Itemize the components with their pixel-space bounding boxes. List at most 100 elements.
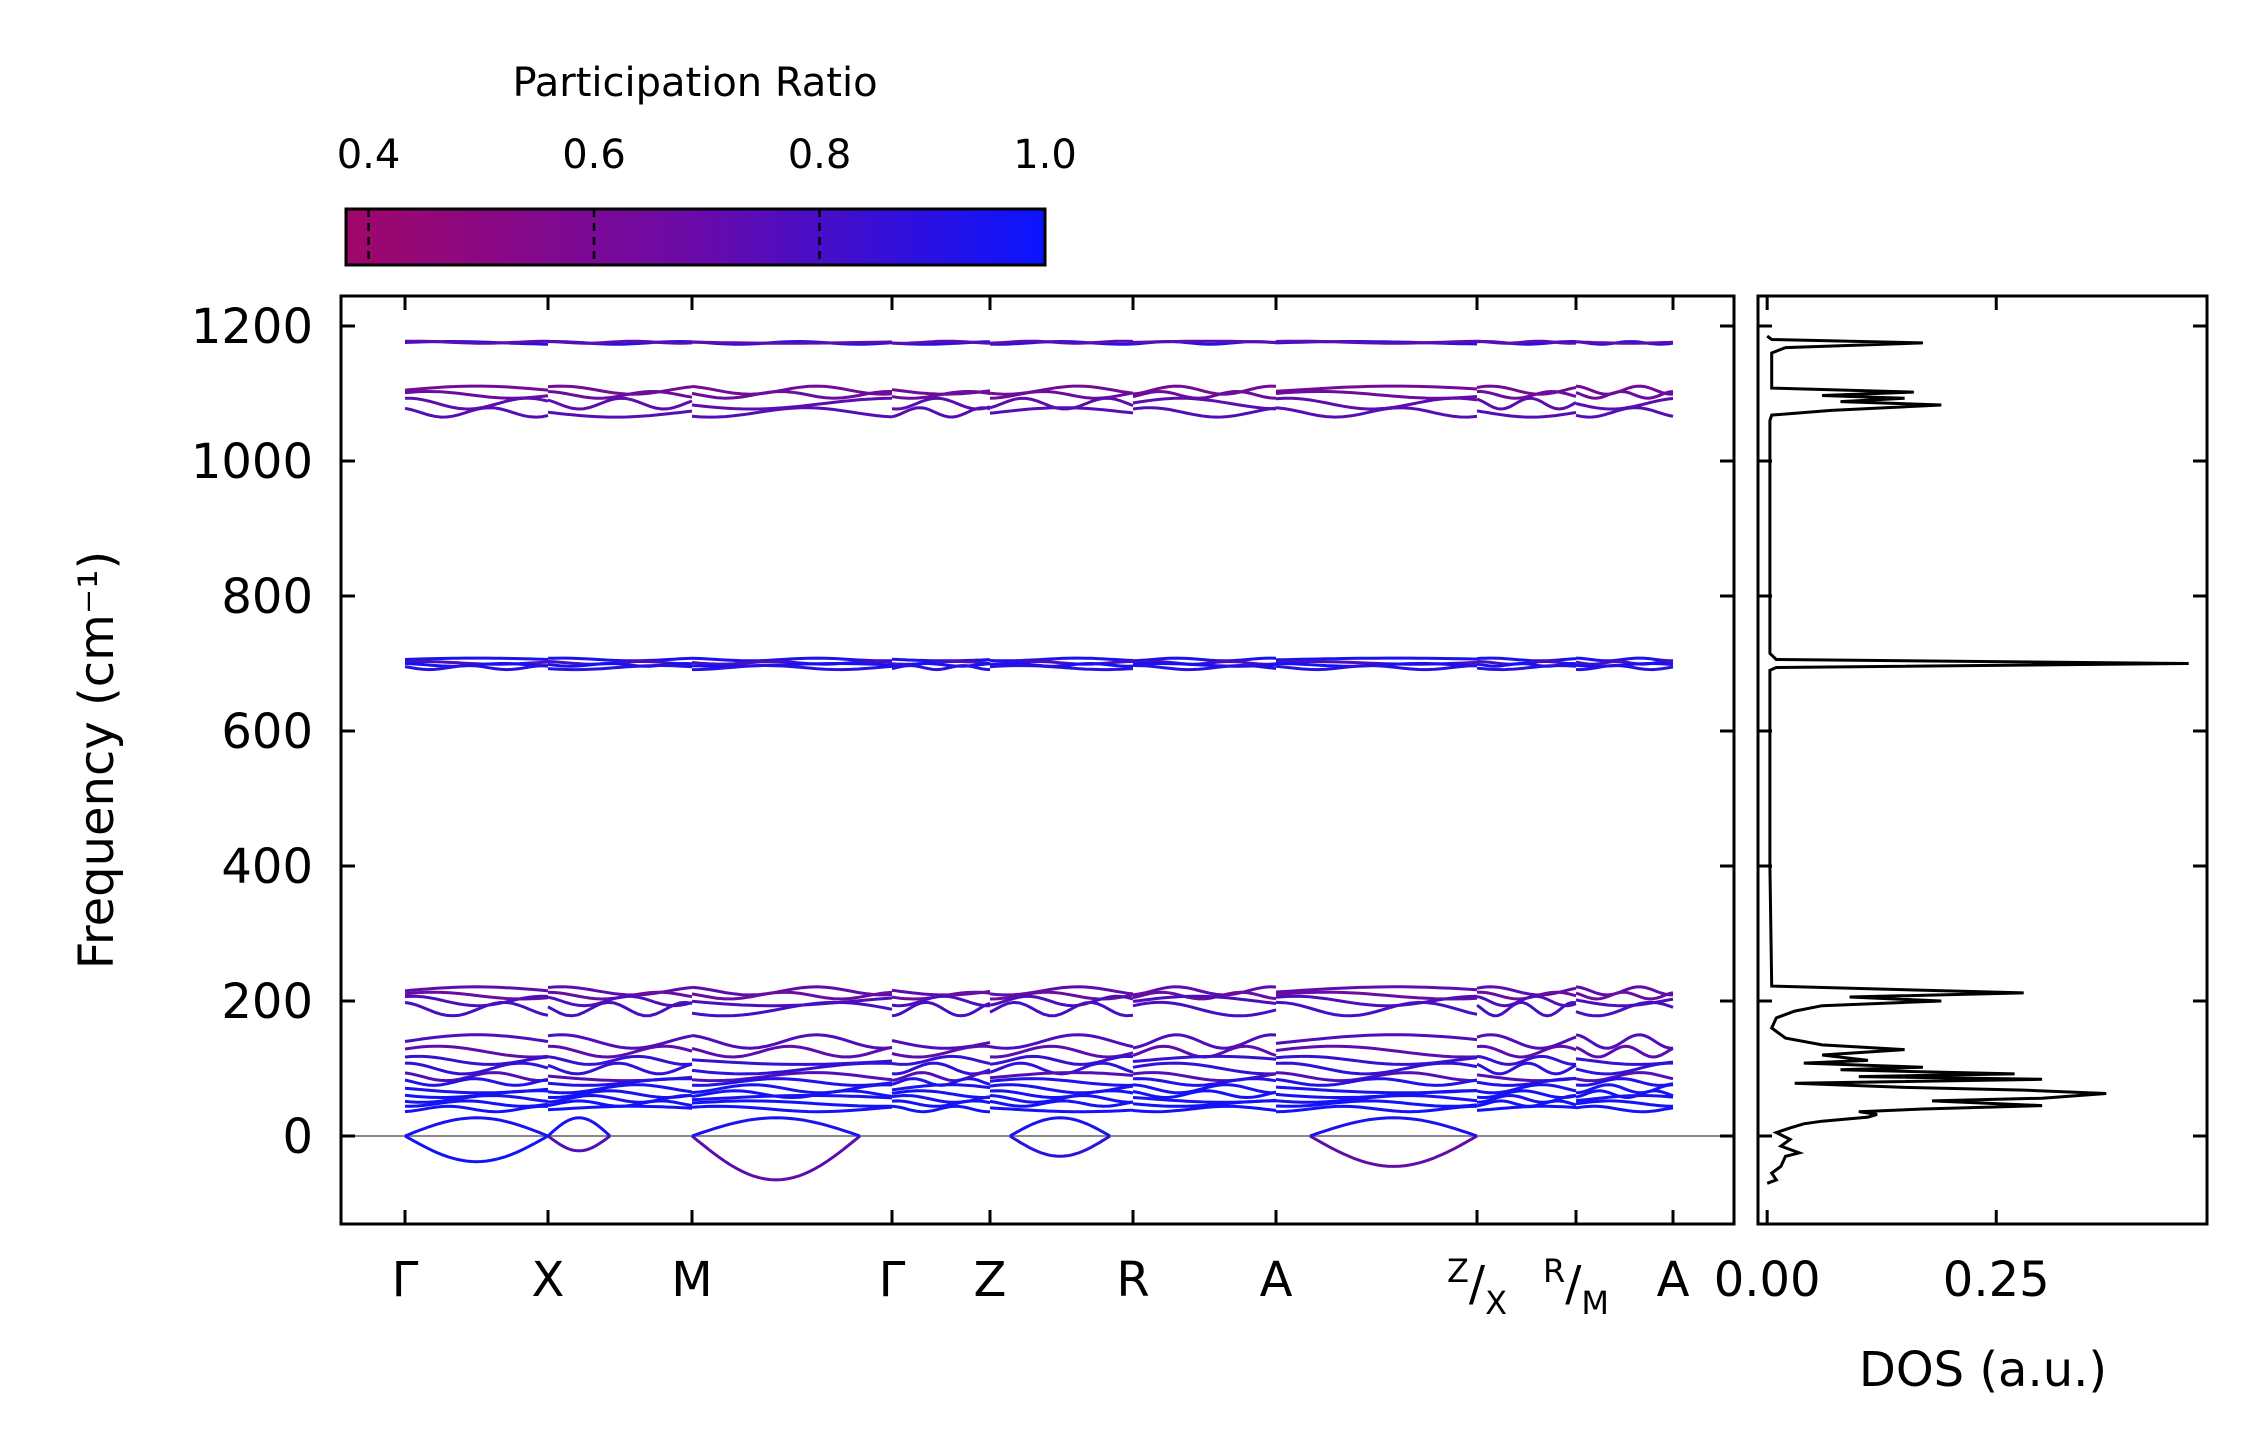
band-line — [1575, 1083, 1674, 1095]
band-line — [1477, 389, 1577, 400]
band-line — [891, 1104, 991, 1114]
band-line — [891, 1071, 991, 1083]
band-line — [989, 339, 1134, 345]
band-line — [989, 1044, 1134, 1059]
band-line — [691, 1099, 893, 1108]
band-line — [547, 396, 693, 411]
colorbar-label: Participation Ratio — [512, 60, 877, 106]
band-line — [1132, 994, 1277, 1005]
band-line — [691, 990, 893, 1001]
band-line — [1575, 1061, 1673, 1076]
band-line — [989, 1106, 1134, 1114]
band-line — [547, 1077, 693, 1087]
band-line — [989, 990, 1134, 1001]
x-tick-label: A — [1260, 1252, 1293, 1308]
band-line — [891, 339, 991, 345]
acoustic-branch — [546, 1116, 612, 1138]
dos-curve — [1766, 334, 2189, 1185]
band-line — [1275, 396, 1478, 411]
band-line — [1132, 389, 1277, 400]
acoustic-branch — [404, 1134, 549, 1164]
band-line — [891, 1044, 991, 1059]
band-line — [1275, 384, 1478, 393]
band-line — [1132, 1000, 1277, 1018]
band-line — [891, 664, 991, 672]
band-line — [691, 1071, 893, 1083]
band-line — [404, 1054, 549, 1066]
band-line — [547, 1061, 693, 1076]
band-line — [1132, 663, 1277, 672]
band-line — [1575, 663, 1674, 672]
band-line — [1575, 990, 1674, 1001]
band-line — [1132, 1077, 1277, 1087]
band-line — [891, 1089, 991, 1099]
band-line — [547, 384, 693, 396]
band-line — [989, 1000, 1134, 1018]
band-line — [691, 662, 893, 668]
band-line — [891, 1054, 991, 1066]
dos-plot-axes — [1756, 294, 2209, 1226]
band-line — [1132, 1089, 1277, 1100]
band-line — [1476, 656, 1577, 663]
dos-x-ticks: 0.00 0.25 — [1714, 296, 2050, 1308]
band-line — [691, 1061, 893, 1076]
band-line — [547, 656, 693, 663]
band-line — [547, 1000, 693, 1018]
band-line — [1132, 985, 1277, 997]
band-line — [1132, 1033, 1277, 1050]
x-tick-label: Z/X — [1447, 1252, 1507, 1322]
colorbar-tick-label: 0.8 — [788, 132, 852, 178]
band-line — [1575, 406, 1674, 419]
band-line — [1275, 1077, 1478, 1087]
x-tick-label: Z — [974, 1252, 1007, 1308]
band-line — [1575, 1000, 1674, 1018]
band-line — [691, 384, 893, 396]
x-tick-label: Γ — [392, 1252, 419, 1308]
band-line — [1476, 663, 1577, 672]
band-line — [691, 389, 893, 400]
band-line — [1476, 1044, 1577, 1059]
dos-x-tick-label: 0.25 — [1943, 1252, 2050, 1308]
band-line — [1275, 1071, 1478, 1083]
band-line — [989, 985, 1134, 997]
band-line — [1575, 656, 1673, 663]
band-line — [404, 406, 549, 419]
acoustic-branch — [691, 1116, 861, 1138]
band-line — [691, 663, 893, 672]
x-tick-label: R — [1116, 1252, 1149, 1308]
band-line — [404, 1071, 549, 1083]
band-line — [691, 1089, 893, 1100]
band-line — [1275, 985, 1478, 994]
band-line — [404, 985, 549, 993]
band-line — [1132, 659, 1277, 666]
band-line — [404, 994, 549, 1008]
band-line — [691, 1104, 893, 1114]
band-line — [547, 1033, 693, 1050]
colorbar-ticks — [367, 209, 821, 265]
band-line — [404, 664, 548, 672]
colorbar-tick-label: 0.6 — [562, 132, 626, 178]
band-line — [547, 1044, 693, 1059]
colorbar-tick-labels: 0.4 0.6 0.8 1.0 — [337, 132, 1077, 178]
band-line — [891, 390, 991, 400]
band-line — [1575, 389, 1674, 400]
band-line — [547, 1054, 693, 1066]
band-line — [547, 985, 693, 997]
band-line — [989, 406, 1134, 415]
band-line — [989, 1093, 1134, 1104]
y-tick-label: 1200 — [191, 299, 313, 355]
band-line — [989, 1071, 1134, 1080]
x-tick-label: Γ — [879, 1252, 906, 1308]
acoustic-branch — [691, 1134, 861, 1182]
band-line — [1476, 396, 1577, 411]
band-line — [547, 1093, 693, 1104]
band-line — [547, 994, 693, 1008]
band-line — [1132, 1061, 1277, 1076]
band-line — [1476, 1093, 1577, 1104]
colorbar — [344, 207, 1047, 267]
band-line — [891, 994, 990, 1008]
x-tick-label: A — [1657, 1252, 1690, 1308]
band-line — [1575, 985, 1674, 997]
acoustic-branch — [1009, 1134, 1111, 1158]
